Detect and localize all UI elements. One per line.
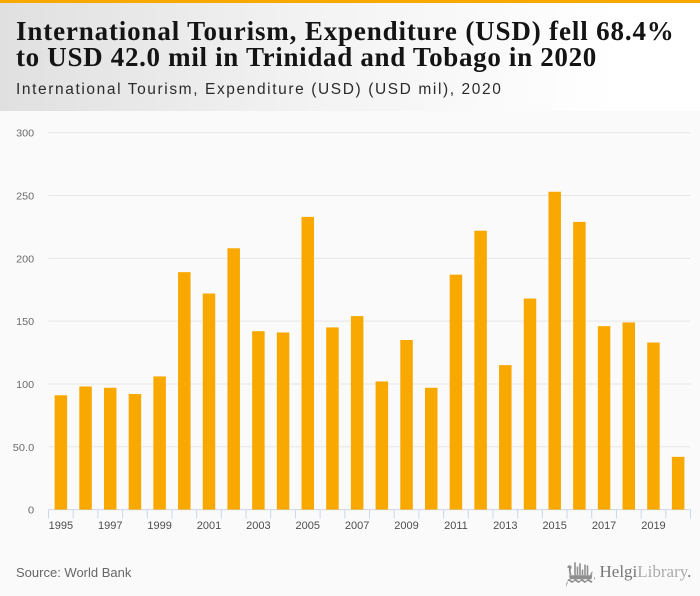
svg-text:250: 250 [16, 192, 34, 203]
svg-text:50.0: 50.0 [13, 443, 35, 454]
svg-text:300: 300 [16, 129, 34, 140]
svg-text:1999: 1999 [147, 520, 171, 532]
svg-text:2015: 2015 [542, 520, 566, 532]
svg-text:1997: 1997 [98, 520, 122, 532]
svg-text:2007: 2007 [345, 520, 369, 532]
svg-text:2011: 2011 [444, 520, 468, 532]
svg-text:2001: 2001 [197, 520, 221, 532]
svg-text:0: 0 [28, 506, 35, 517]
svg-text:200: 200 [16, 254, 34, 265]
svg-text:2009: 2009 [394, 520, 418, 532]
svg-text:150: 150 [16, 317, 34, 328]
svg-text:100: 100 [16, 380, 34, 391]
svg-text:HelgiLibrary.: HelgiLibrary. [600, 562, 692, 581]
svg-text:2017: 2017 [592, 520, 616, 532]
svg-text:2019: 2019 [641, 520, 665, 532]
svg-text:1995: 1995 [49, 520, 73, 532]
svg-text:2003: 2003 [246, 520, 270, 532]
svg-text:2005: 2005 [296, 520, 320, 532]
svg-text:2013: 2013 [493, 520, 517, 532]
